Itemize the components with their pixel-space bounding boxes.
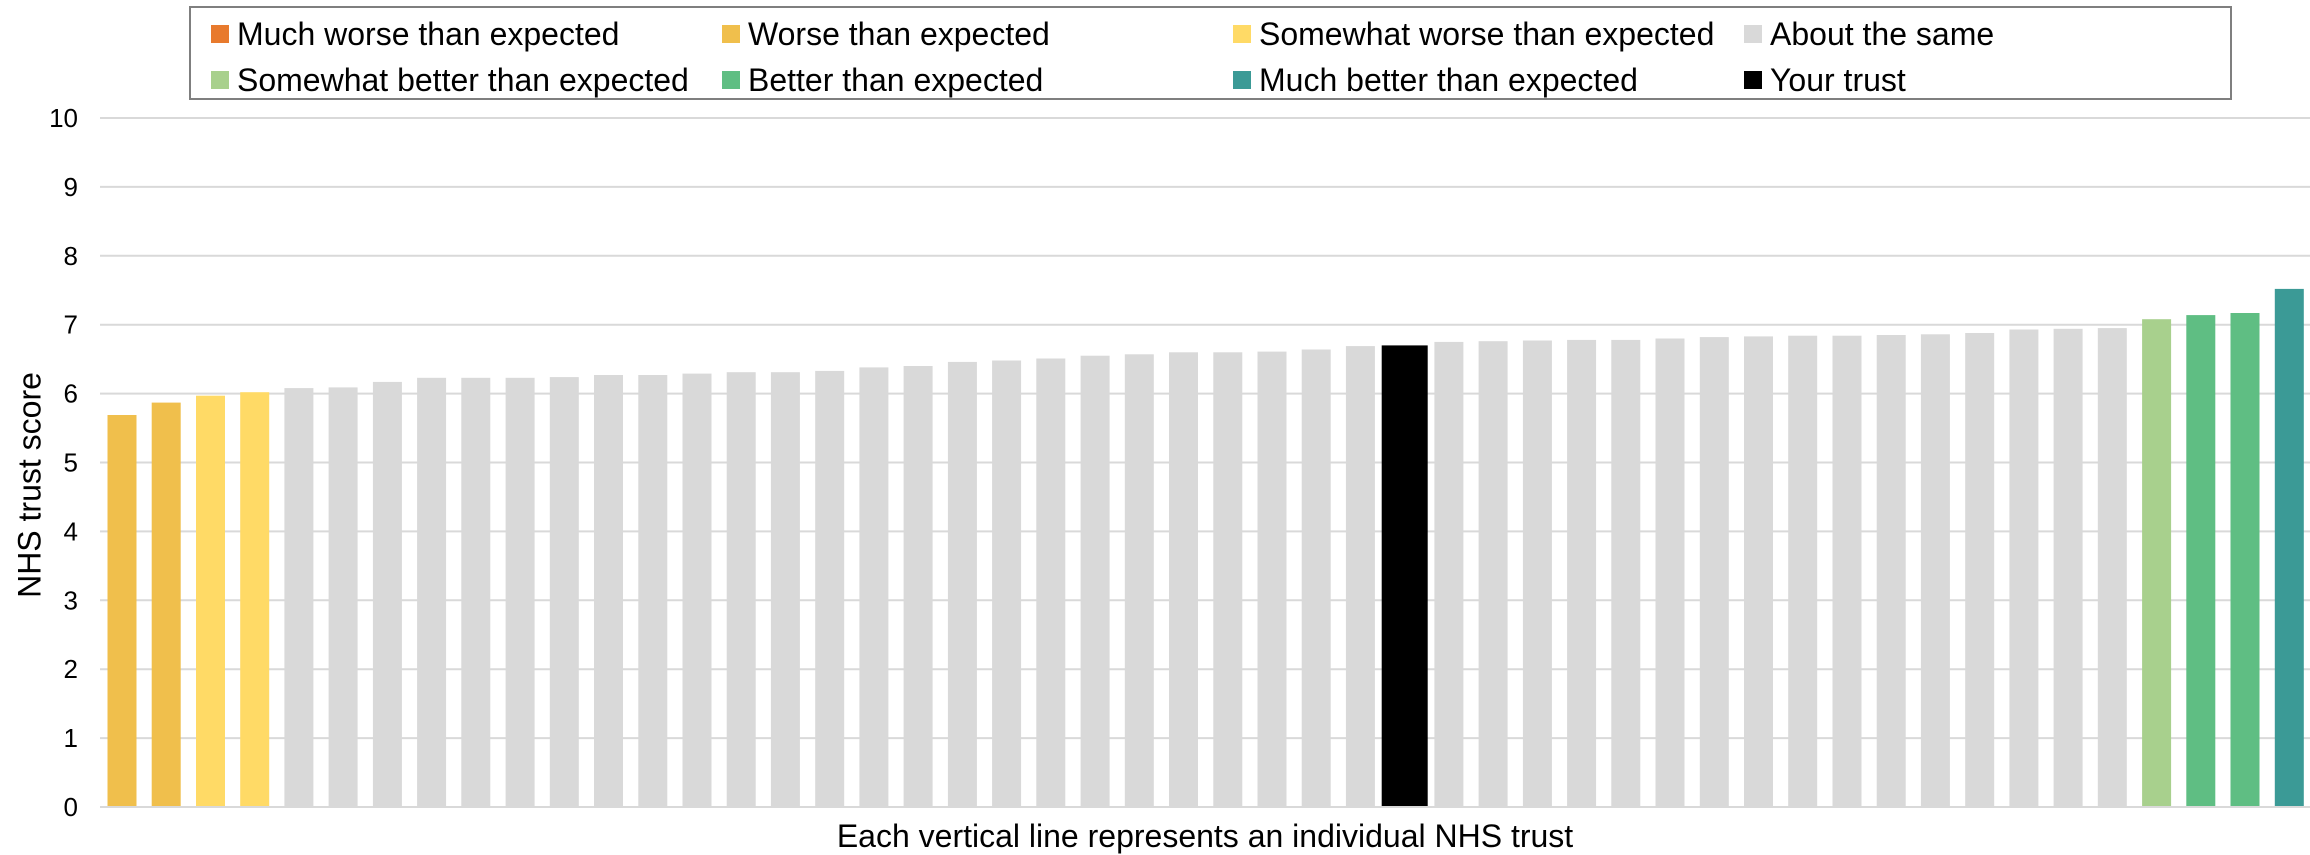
legend-swatch xyxy=(1744,71,1762,89)
legend-item-somewhat-worse: Somewhat worse than expected xyxy=(1233,14,1714,54)
legend-label: Somewhat better than expected xyxy=(237,61,689,98)
bar xyxy=(2097,328,2127,807)
y-tick-label: 2 xyxy=(64,654,78,684)
bar xyxy=(1478,341,1508,807)
y-tick-label: 0 xyxy=(64,792,78,822)
bar xyxy=(1036,358,1066,807)
legend-item-worse: Worse than expected xyxy=(722,14,1050,54)
bar xyxy=(903,366,933,807)
legend-swatch xyxy=(1233,71,1251,89)
bar xyxy=(1699,337,1729,807)
bar xyxy=(2230,313,2260,807)
bar xyxy=(196,395,225,807)
bar xyxy=(1655,338,1685,807)
legend-item-better: Better than expected xyxy=(722,60,1043,100)
legend-swatch xyxy=(211,25,229,43)
legend-item-about-same: About the same xyxy=(1744,14,1994,54)
bar xyxy=(1434,341,1464,807)
bars xyxy=(107,288,2304,807)
y-tick-label: 9 xyxy=(64,172,78,202)
legend: Much worse than expected Worse than expe… xyxy=(189,6,2232,100)
y-tick-label: 6 xyxy=(64,379,78,409)
bar xyxy=(770,372,800,807)
bar xyxy=(726,372,756,807)
y-axis-label: NHS trust score xyxy=(11,372,48,598)
bar xyxy=(1965,333,1995,807)
legend-swatch xyxy=(1233,25,1251,43)
bar xyxy=(461,377,491,807)
legend-label: Your trust xyxy=(1770,61,1906,98)
y-tick-label: 8 xyxy=(64,241,78,271)
y-axis-ticks: 0 1 2 3 4 5 6 7 8 9 10 xyxy=(49,103,78,822)
bar xyxy=(992,360,1022,807)
bar xyxy=(284,388,314,807)
bar xyxy=(328,387,358,807)
bar xyxy=(947,361,977,807)
legend-label: Much better than expected xyxy=(1259,61,1638,98)
legend-label: Worse than expected xyxy=(748,15,1050,52)
legend-swatch xyxy=(211,71,229,89)
bar xyxy=(1744,336,1773,807)
legend-label: Much worse than expected xyxy=(237,15,620,52)
y-tick-label: 4 xyxy=(64,516,78,546)
bar xyxy=(372,381,402,807)
y-tick-label: 3 xyxy=(64,585,78,615)
bar xyxy=(1611,339,1641,807)
x-axis-label: Each vertical line represents an individ… xyxy=(836,818,1574,854)
bar xyxy=(240,392,270,807)
y-tick-label: 1 xyxy=(64,723,78,753)
bar xyxy=(2186,315,2216,807)
bar xyxy=(107,415,137,807)
legend-item-much-worse: Much worse than expected xyxy=(211,14,619,54)
y-tick-label: 10 xyxy=(49,103,78,133)
y-tick-label: 5 xyxy=(64,448,78,478)
bar xyxy=(151,402,181,807)
bar xyxy=(1832,335,1862,807)
bar xyxy=(1345,346,1375,807)
legend-swatch xyxy=(1744,25,1762,43)
legend-swatch xyxy=(722,25,740,43)
bar xyxy=(1788,335,1818,807)
bar xyxy=(505,377,535,807)
bar xyxy=(1301,349,1331,807)
legend-label: About the same xyxy=(1770,15,1995,52)
bar xyxy=(859,367,889,807)
bar xyxy=(1567,339,1597,807)
bar xyxy=(2053,328,2083,807)
bar xyxy=(1169,352,1198,807)
bar xyxy=(815,370,845,807)
bar xyxy=(2274,288,2304,807)
bar xyxy=(1124,354,1154,807)
legend-item-your-trust: Your trust xyxy=(1744,60,1906,100)
bar xyxy=(682,373,712,807)
legend-label: Somewhat worse than expected xyxy=(1259,15,1715,52)
bar xyxy=(1257,351,1287,807)
y-tick-label: 7 xyxy=(64,310,78,340)
bar xyxy=(594,375,623,807)
bar xyxy=(417,377,447,807)
bar xyxy=(549,377,579,807)
bar xyxy=(1522,340,1552,807)
bar xyxy=(1080,355,1110,807)
bar xyxy=(1213,352,1243,807)
legend-label: Better than expected xyxy=(748,61,1044,98)
bar xyxy=(1920,334,1950,807)
bar xyxy=(638,375,668,807)
bar xyxy=(2142,319,2172,807)
bar xyxy=(1876,335,1906,807)
legend-item-much-better: Much better than expected xyxy=(1233,60,1638,100)
legend-swatch xyxy=(722,71,740,89)
legend-item-somewhat-better: Somewhat better than expected xyxy=(211,60,689,100)
bar xyxy=(2009,329,2039,807)
bar-your-trust xyxy=(1381,345,1428,807)
